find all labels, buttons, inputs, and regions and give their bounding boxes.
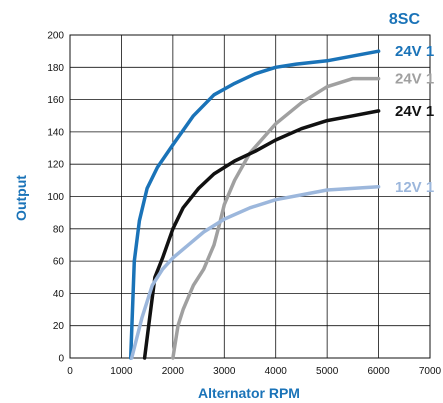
- chart-top-label: 8SC: [389, 11, 421, 28]
- y-tick-label: 160: [47, 95, 64, 106]
- y-tick-label: 0: [58, 354, 64, 365]
- y-tick-label: 140: [47, 127, 64, 138]
- x-tick-label: 6000: [367, 366, 390, 377]
- series-line-4: [129, 185, 381, 360]
- x-tick-label: 4000: [265, 366, 288, 377]
- series-end-label-3: 24V 1: [395, 103, 434, 120]
- x-tick-label: 1000: [110, 366, 133, 377]
- y-tick-label: 80: [53, 224, 65, 235]
- plot-frame: [69, 34, 431, 359]
- y-tick-label: 100: [47, 192, 64, 203]
- y-axis-ticks: 0 20 40 60 80 100 120 140 160 180 200: [47, 31, 64, 365]
- x-axis-ticks: 0 1000 2000 3000 4000 5000 6000 7000: [67, 366, 441, 377]
- series-end-label-2: 24V 1: [395, 71, 434, 88]
- x-tick-label: 5000: [316, 366, 339, 377]
- x-tick-label: 0: [67, 366, 73, 377]
- x-tick-label: 7000: [419, 366, 442, 377]
- series-end-label-4: 12V 1: [395, 179, 434, 196]
- series-line-2: [171, 76, 381, 360]
- y-tick-label: 20: [53, 321, 65, 332]
- series-lines: [128, 49, 381, 360]
- chart-grid: [69, 34, 431, 359]
- x-tick-label: 3000: [213, 366, 236, 377]
- series-line-1: [128, 49, 381, 360]
- series-end-label-1: 24V 1: [395, 43, 434, 60]
- y-tick-label: 120: [47, 160, 64, 171]
- y-tick-label: 40: [53, 289, 65, 300]
- y-axis-title: Output: [13, 175, 29, 221]
- y-tick-label: 60: [53, 257, 65, 268]
- series-line-3: [142, 109, 381, 360]
- y-tick-label: 200: [47, 31, 64, 42]
- x-tick-label: 2000: [162, 366, 185, 377]
- series-end-labels: 24V 1 24V 1 24V 1 12V 1: [395, 43, 434, 196]
- x-axis-title: Alternator RPM: [198, 385, 300, 401]
- y-tick-label: 180: [47, 63, 64, 74]
